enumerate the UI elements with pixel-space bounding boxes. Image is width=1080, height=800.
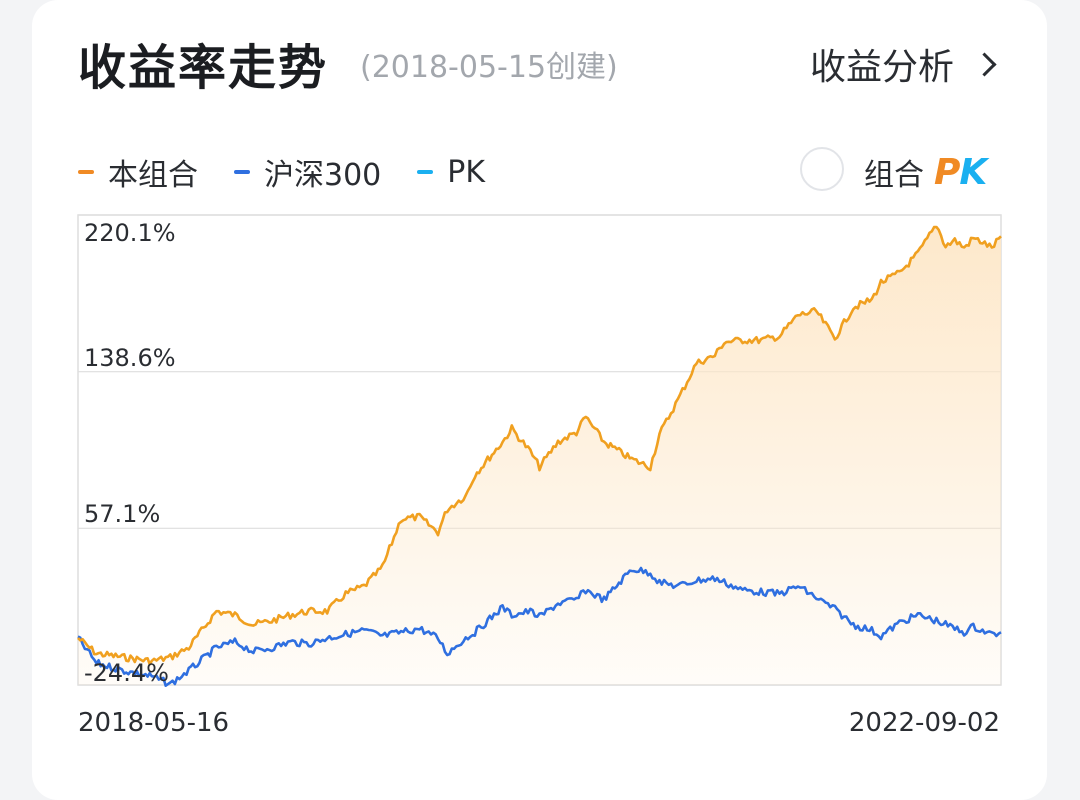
pk-toggle-text: 组合 bbox=[864, 158, 924, 193]
creation-date-subtitle: (2018-05-15创建) bbox=[360, 50, 618, 85]
legend-item-portfolio[interactable]: 本组合 bbox=[78, 150, 198, 194]
legend-label-benchmark: 沪深300 bbox=[264, 158, 382, 193]
analysis-link[interactable]: 收益分析 bbox=[810, 38, 997, 90]
pk-toggle-radio[interactable] bbox=[800, 147, 844, 191]
portfolio-area-fill bbox=[78, 227, 1001, 685]
series-line-portfolio bbox=[77, 225, 1002, 666]
legend-label-portfolio: 本组合 bbox=[108, 158, 198, 193]
x-axis-start-label: 2018-05-16 bbox=[78, 708, 230, 738]
y-tick-label: -24.4% bbox=[84, 659, 169, 687]
y-tick-label: 57.1% bbox=[84, 500, 161, 529]
legend-item-pk[interactable]: PK bbox=[417, 155, 485, 190]
pk-badge-k: K bbox=[959, 151, 987, 193]
pk-badge: PK bbox=[934, 151, 987, 193]
legend-item-benchmark[interactable]: 沪深300 bbox=[234, 150, 381, 194]
chart-legend: 本组合 沪深300 PK bbox=[78, 150, 521, 194]
legend-label-pk: PK bbox=[447, 154, 486, 190]
legend-marker-pk bbox=[417, 170, 434, 174]
pk-badge-p: P bbox=[934, 151, 960, 193]
y-tick-label: 138.6% bbox=[84, 343, 176, 372]
legend-marker-benchmark bbox=[234, 170, 250, 174]
x-axis-end-label: 2022-09-02 bbox=[848, 708, 1000, 738]
y-tick-label: 220.1% bbox=[84, 219, 176, 247]
pk-toggle-label[interactable]: 组合 PK bbox=[864, 150, 987, 194]
page-title: 收益率走势 bbox=[78, 40, 329, 96]
legend-marker-portfolio bbox=[78, 170, 94, 174]
series-line-benchmark bbox=[77, 566, 1002, 687]
analysis-link-label: 收益分析 bbox=[810, 47, 955, 88]
